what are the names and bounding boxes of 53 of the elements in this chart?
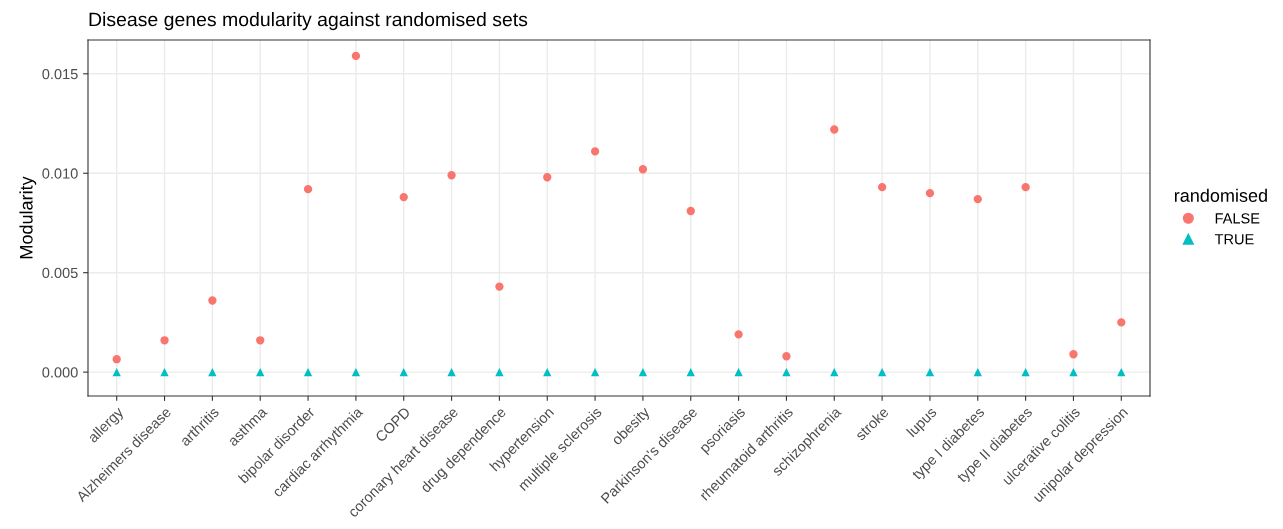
point [590,367,600,377]
point [925,188,935,198]
point [112,367,121,377]
point [495,367,504,377]
point [399,192,408,202]
legend-label: TRUE [1214,234,1254,245]
point [543,367,552,377]
point [208,296,217,305]
point [638,165,648,174]
point [638,367,648,377]
point [543,173,552,182]
point [160,367,169,377]
point [877,183,887,192]
point [1069,350,1078,359]
point [208,367,217,377]
legend-label: FALSE [1215,213,1260,224]
point [830,125,839,134]
point [830,367,839,377]
point [1117,318,1126,327]
chart-title: Disease genes modularity against randomised sets [89,12,528,31]
point [734,330,743,339]
point [1021,183,1030,192]
point [160,336,169,345]
legend-title: randomised [1174,188,1267,202]
point [447,171,456,180]
y-tick-label: 0.005 [42,267,78,279]
point [686,206,695,216]
point [351,51,361,61]
point [399,367,408,377]
point [877,367,887,377]
point [303,185,313,194]
point [447,367,456,377]
y-axis-title: Modularity [19,176,37,259]
y-tick-label: 0.010 [42,168,78,179]
point [256,367,265,377]
point [1021,367,1030,377]
y-tick-label: 0.015 [42,68,78,80]
point [256,336,265,345]
point [303,367,313,377]
point [112,355,121,364]
point [782,367,791,377]
point [351,367,361,377]
point [925,367,935,377]
point [1117,367,1126,377]
point [734,367,743,377]
y-tick-label: 0.000 [42,367,78,378]
point [782,352,791,361]
point [495,282,504,291]
point [686,367,695,377]
point [973,194,982,204]
point [590,147,600,156]
point [973,367,982,377]
point [1069,367,1078,377]
